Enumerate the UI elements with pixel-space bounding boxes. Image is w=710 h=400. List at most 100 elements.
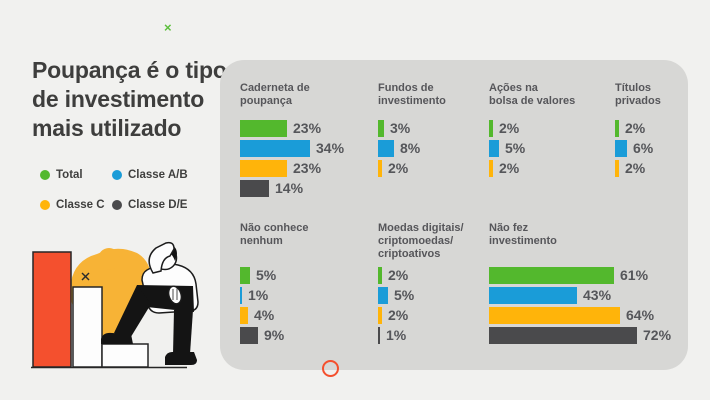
bar-classe-c: [615, 160, 619, 177]
legend-color-dot: [40, 170, 50, 180]
bar-value-label: 4%: [254, 307, 275, 323]
legend-label: Classe A/B: [128, 169, 188, 181]
bar-row: 5%: [240, 267, 284, 284]
bar-row: 61%: [489, 267, 671, 284]
bar-row: 23%: [240, 120, 344, 137]
bar-value-label: 6%: [633, 140, 654, 156]
bar-total: [615, 120, 619, 137]
bar-row: 14%: [240, 180, 344, 197]
bar-row: 4%: [240, 307, 284, 324]
bar-classe-a-b: [489, 287, 577, 304]
charts-panel: Caderneta de poupança 23% 34% 23% 14% Fundos …: [220, 60, 688, 370]
chart-caderneta-de-poupanca: Caderneta de poupança 23% 34% 23% 14%: [240, 82, 344, 197]
bar-total: [378, 120, 384, 137]
chart-title: Títulos privados: [615, 82, 661, 107]
chart-titulos-privados: Títulos privados 2% 6% 2%: [615, 82, 661, 177]
chart-fundos-de-investimento: Fundos de investimento 3% 8% 2%: [378, 82, 446, 177]
legend-item-classe-a-b: Classe A/B: [112, 169, 188, 181]
bar-classe-d-e: [378, 327, 380, 344]
legend-label: Classe D/E: [128, 199, 188, 211]
bar-group: 5% 1% 4% 9%: [240, 267, 284, 347]
bar-row: 2%: [378, 160, 420, 177]
bar-group: 3% 8% 2%: [378, 120, 420, 180]
page-title-line-1: Poupança é o tipo: [32, 57, 227, 83]
bar-classe-d-e: [489, 327, 637, 344]
legend-color-dot: [112, 170, 122, 180]
bar-value-label: 34%: [316, 140, 345, 156]
bar-row: 2%: [615, 120, 653, 137]
legend: Total Classe A/B Classe C Classe D/E: [40, 169, 188, 211]
page-title: Poupança é o tipo de investimento mais u…: [32, 56, 247, 143]
chart-nao-conhece-nenhum: Não conhece nenhum 5% 1% 4% 9%: [240, 222, 309, 344]
bar-classe-c: [489, 307, 620, 324]
green-x-mark: ×: [164, 20, 172, 35]
bar-row: 34%: [240, 140, 344, 157]
bar-row: 72%: [489, 327, 671, 344]
chart-title: Não fez investimento: [489, 222, 557, 247]
bar-row: 5%: [489, 140, 525, 157]
chart-nao-fez-investimento: Não fez investimento 61% 43% 64% 72%: [489, 222, 671, 344]
bar-classe-a-b: [615, 140, 627, 157]
bar-value-label: 14%: [275, 180, 304, 196]
bar-value-label: 2%: [499, 120, 520, 136]
bar-group: 61% 43% 64% 72%: [489, 267, 671, 347]
bar-value-label: 23%: [293, 120, 322, 136]
small-x-mark: [81, 272, 90, 281]
yellow-circle: [98, 248, 120, 270]
bar-classe-c: [240, 160, 287, 177]
bar-group: 23% 34% 23% 14%: [240, 120, 344, 200]
bar-classe-d-e: [240, 180, 269, 197]
legend-color-dot: [112, 200, 122, 210]
page-title-line-3: mais utilizado: [32, 115, 182, 141]
bar-value-label: 2%: [625, 120, 646, 136]
legend-color-dot: [40, 200, 50, 210]
bar-total: [489, 120, 493, 137]
white-bar-tall: [72, 286, 103, 368]
bar-value-label: 5%: [256, 267, 277, 283]
bar-row: 2%: [489, 160, 525, 177]
bar-row: 2%: [378, 267, 414, 284]
chart-title: Não conhece nenhum: [240, 222, 309, 247]
orange-bar: [32, 251, 72, 368]
bar-row: 5%: [378, 287, 414, 304]
orange-ring-decoration: [322, 360, 339, 377]
bar-total: [489, 267, 614, 284]
bar-classe-c: [240, 307, 248, 324]
bar-row: 8%: [378, 140, 420, 157]
chart-title: Fundos de investimento: [378, 82, 446, 107]
bar-value-label: 2%: [388, 160, 409, 176]
bar-classe-a-b: [378, 287, 388, 304]
bar-value-label: 2%: [388, 307, 409, 323]
bar-classe-c: [489, 160, 493, 177]
legend-label: Total: [56, 169, 83, 181]
white-bar-short: [101, 343, 149, 368]
bar-row: 6%: [615, 140, 653, 157]
bar-value-label: 43%: [583, 287, 612, 303]
chart-acoes-na-bolsa-de-valores: Ações na bolsa de valores 2% 5% 2%: [489, 82, 576, 177]
bar-row: 2%: [378, 307, 414, 324]
bar-classe-a-b: [240, 287, 242, 304]
bar-value-label: 1%: [386, 327, 407, 343]
bar-total: [378, 267, 382, 284]
bar-group: 2% 6% 2%: [615, 120, 653, 180]
person-confused-illustration: [31, 241, 199, 369]
chart-title: Ações na bolsa de valores: [489, 82, 576, 107]
bar-classe-d-e: [240, 327, 258, 344]
bar-row: 23%: [240, 160, 344, 177]
bar-value-label: 61%: [620, 267, 649, 283]
bar-value-label: 64%: [626, 307, 655, 323]
legend-label: Classe C: [56, 199, 105, 211]
chart-moedas-digitais: Moedas digitais/criptomoedas/criptoativo…: [378, 222, 464, 344]
bar-row: 1%: [240, 287, 284, 304]
bar-total: [240, 267, 250, 284]
legend-item-total: Total: [40, 169, 112, 181]
person-figure: [101, 241, 199, 365]
bar-total: [240, 120, 287, 137]
bar-value-label: 72%: [643, 327, 672, 343]
bar-value-label: 23%: [293, 160, 322, 176]
bar-classe-c: [378, 160, 382, 177]
bar-value-label: 5%: [394, 287, 415, 303]
legend-item-classe-d-e: Classe D/E: [112, 199, 188, 211]
chart-title: Caderneta de poupança: [240, 82, 310, 107]
